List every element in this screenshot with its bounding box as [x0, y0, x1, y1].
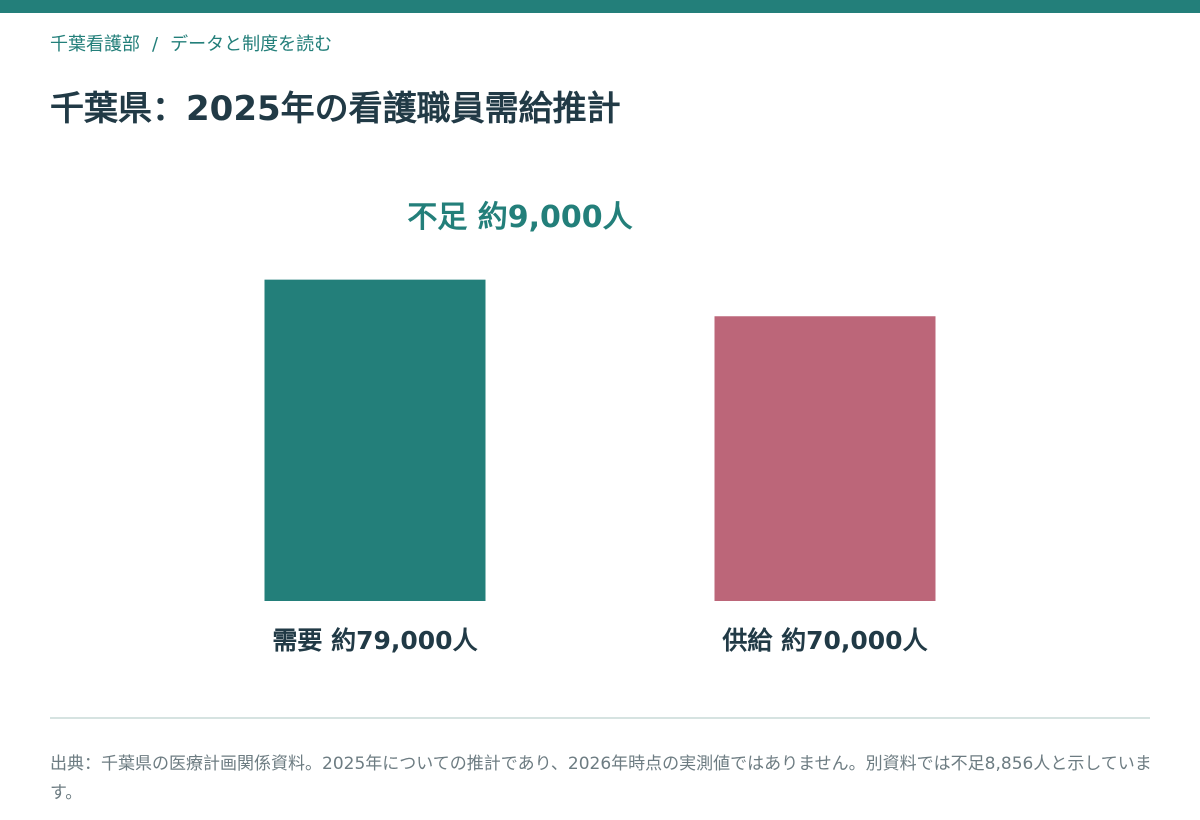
shortage-annotation: 不足 約9,000人: [407, 200, 632, 235]
page-title: 千葉県：2025年の看護職員需給推計: [50, 89, 621, 129]
bar-chart: 需要 約79,000人 供給 約70,000人 不足 約9,000人: [0, 160, 1200, 680]
breadcrumb-link-nursing-dept[interactable]: 千葉看護部: [50, 34, 140, 55]
bar-chart-svg: 需要 約79,000人 供給 約70,000人 不足 約9,000人: [264, 200, 936, 655]
footer-divider: [50, 717, 1150, 719]
bar-demand: [264, 279, 486, 601]
top-accent-bar: [0, 0, 1200, 13]
bar-label-supply: 供給 約70,000人: [721, 626, 927, 655]
breadcrumb: 千葉看護部 / データと制度を読む: [50, 32, 332, 58]
breadcrumb-separator: /: [152, 34, 159, 55]
bar-label-demand: 需要 約79,000人: [272, 626, 477, 655]
breadcrumb-current: データと制度を読む: [170, 34, 333, 55]
bar-supply: [714, 316, 936, 601]
source-note: 出典：千葉県の医療計画関係資料。2025年についての推計であり、2026年時点の…: [50, 754, 1152, 803]
